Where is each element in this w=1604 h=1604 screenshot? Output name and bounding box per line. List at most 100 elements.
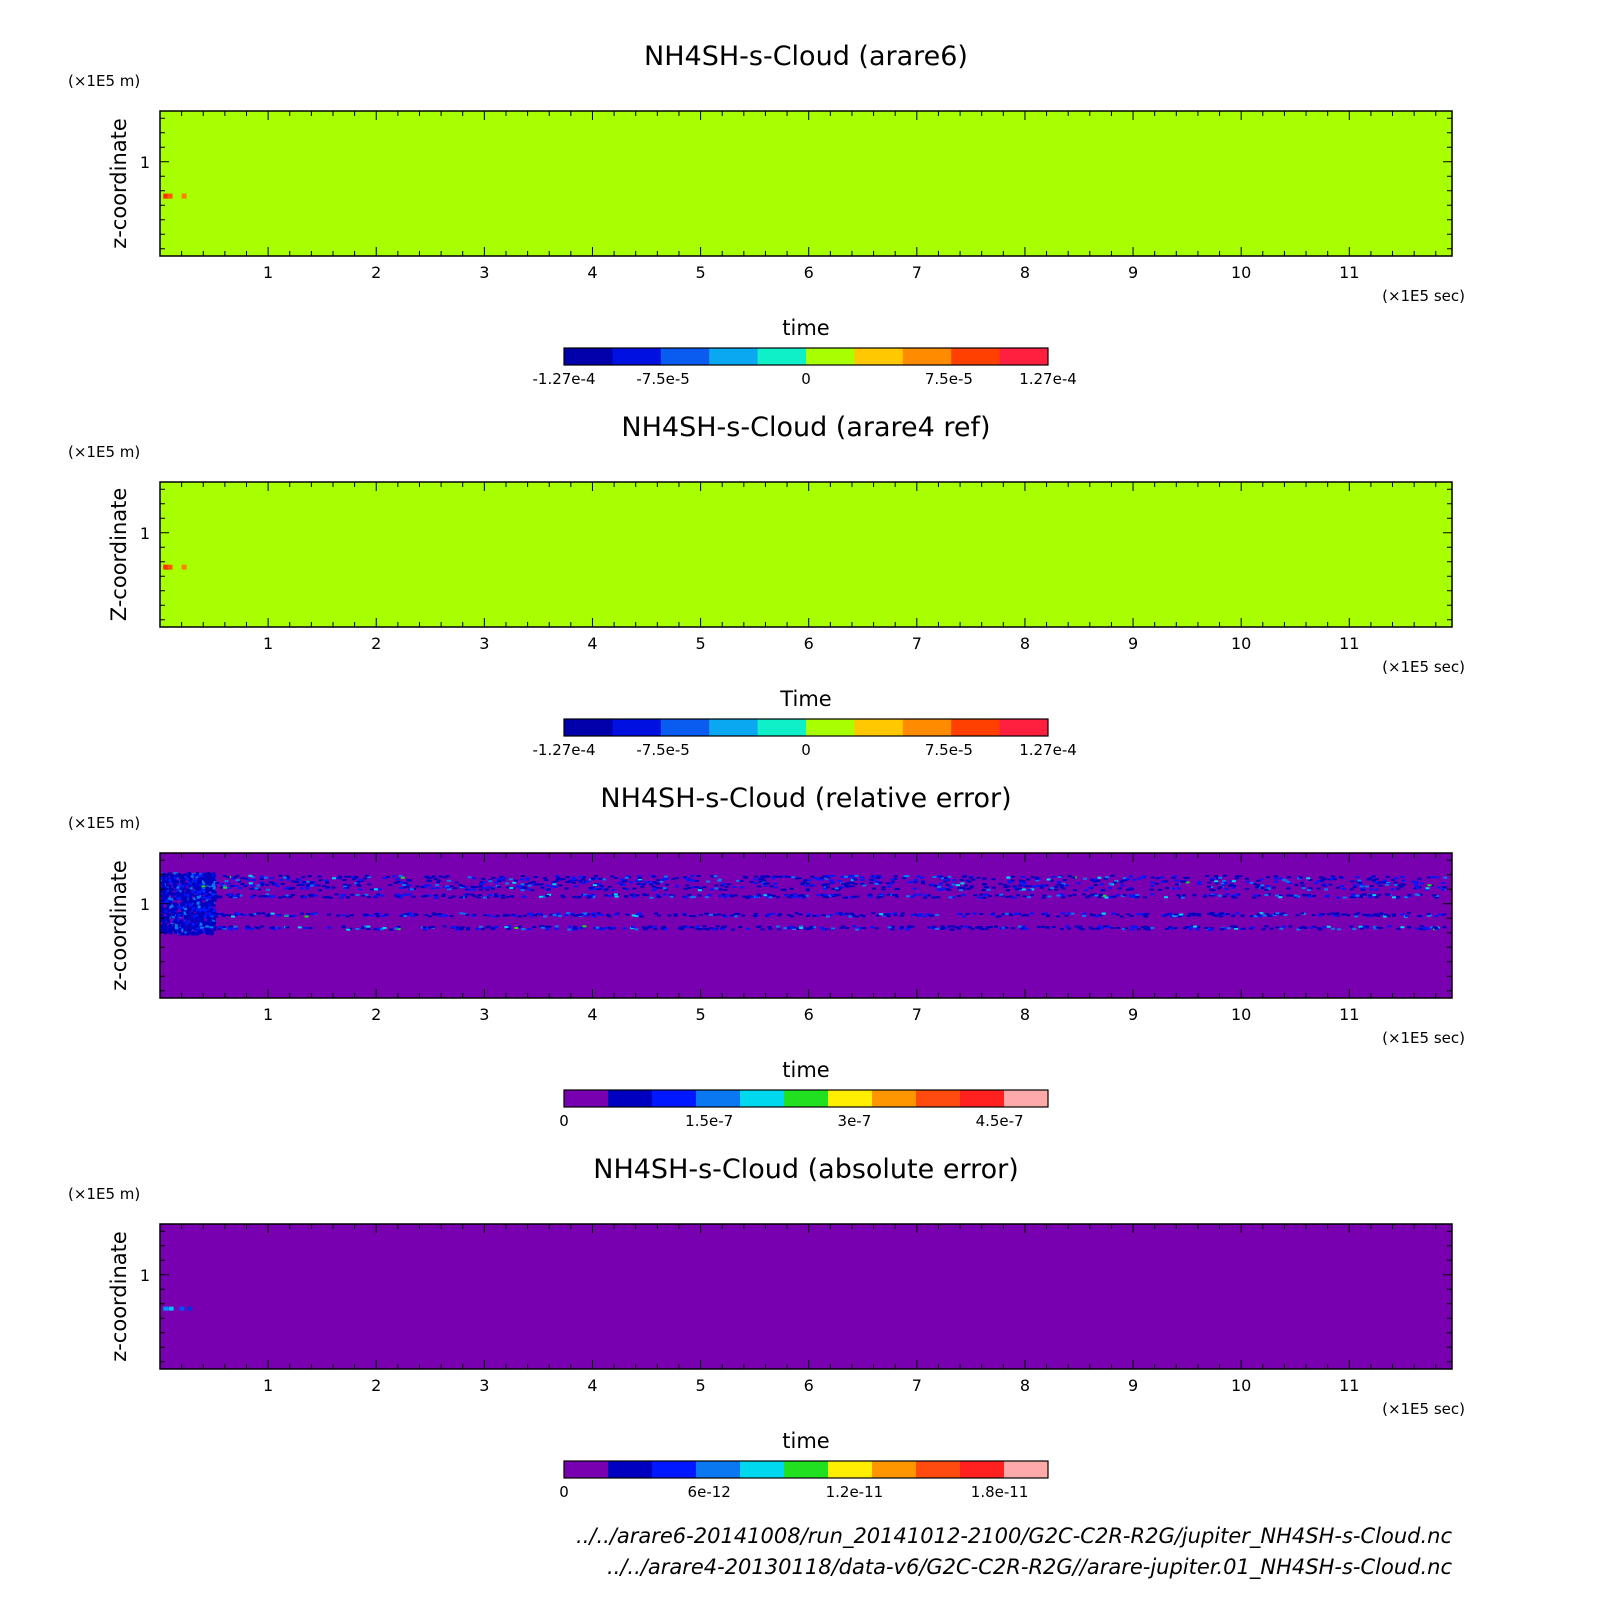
feature-cell [1003,886,1008,889]
feature-cell [608,894,613,897]
feature-cell [238,887,243,890]
feature-cell [692,915,697,918]
feature-cell [683,876,688,879]
feature-cell [435,887,440,890]
feature-cell [1005,896,1010,899]
feature-cell [1434,894,1439,897]
feature-cell [571,876,576,879]
feature-cell [1258,915,1263,918]
feature-cell [517,915,522,918]
feature-cell [581,926,586,929]
feature-cell [478,885,483,888]
feature-cell [890,878,895,881]
colorbar-segment [660,348,710,365]
feature-cell [299,912,304,915]
feature-cell [285,875,290,878]
feature-cell [1395,896,1400,899]
feature-cell [1007,880,1012,883]
colorbar-tick-label: 1.8e-11 [971,1483,1029,1501]
feature-cell [1161,881,1166,884]
feature-cell [1442,926,1447,929]
feature-cell [532,926,537,929]
feature-cell [211,921,215,925]
feature-cell [599,885,604,888]
feature-cell [441,893,446,896]
feature-cell [900,926,905,929]
colorbar-tick-label: 0 [559,1483,569,1501]
feature-cell [544,879,549,882]
feature-cell [212,922,216,926]
feature-cell [207,899,211,903]
feature-cell [163,1306,169,1311]
feature-cell [712,928,717,931]
feature-cell [736,912,741,915]
feature-cell [171,907,175,911]
feature-cell [1256,913,1261,916]
feature-cell [181,193,187,199]
feature-cell [568,879,573,882]
feature-cell [514,927,519,930]
y-unit-label: (×1E5 m) [68,72,140,90]
feature-cell [1150,881,1155,884]
feature-cell [691,886,696,889]
feature-cell [1026,878,1031,881]
feature-cell [878,876,883,879]
feature-cell [917,914,922,917]
feature-cell [456,926,461,929]
feature-cell [287,886,292,889]
feature-cell [939,876,944,879]
feature-cell [621,880,626,883]
feature-cell [1209,886,1214,889]
feature-cell [204,927,209,930]
feature-cell [1253,915,1258,918]
feature-cell [193,901,197,905]
feature-cell [265,893,270,896]
feature-cell [797,894,802,897]
feature-cell [1267,893,1272,896]
feature-cell [531,881,536,884]
feature-cell [271,895,276,898]
feature-cell [388,884,393,887]
feature-cell [1287,882,1292,885]
feature-cell [355,893,360,896]
feature-cell [887,885,892,888]
feature-cell [1306,894,1311,897]
feature-cell [480,928,485,931]
feature-cell [1171,887,1176,890]
feature-cell [234,927,239,930]
feature-cell [1188,928,1193,931]
feature-cell [209,926,214,929]
feature-cell [556,912,561,915]
feature-cell [1377,893,1382,896]
feature-cell [177,891,181,895]
feature-cell [1434,896,1439,899]
feature-cell [894,894,899,897]
feature-cell [1349,925,1354,928]
feature-cell [1013,886,1018,889]
feature-cell [212,889,216,893]
feature-cell [308,882,313,885]
feature-cell [765,875,770,878]
feature-cell [188,909,192,913]
feature-cell [1283,879,1288,882]
feature-cell [673,914,678,917]
feature-cell [1150,876,1155,879]
feature-cell [1055,915,1060,918]
feature-cell [249,896,254,899]
feature-cell [691,879,696,882]
feature-cell [773,882,778,885]
feature-cell [362,913,367,916]
feature-cell [1259,878,1264,881]
feature-cell [275,885,280,888]
feature-cell [564,887,569,890]
feature-cell [1070,912,1075,915]
feature-cell [713,875,718,878]
feature-cell [655,894,660,897]
feature-cell [549,913,554,916]
feature-cell [343,887,348,890]
feature-cell [186,905,190,909]
feature-cell [661,926,666,929]
feature-cell [592,915,597,918]
feature-cell [403,882,408,885]
feature-cell [1189,926,1194,929]
